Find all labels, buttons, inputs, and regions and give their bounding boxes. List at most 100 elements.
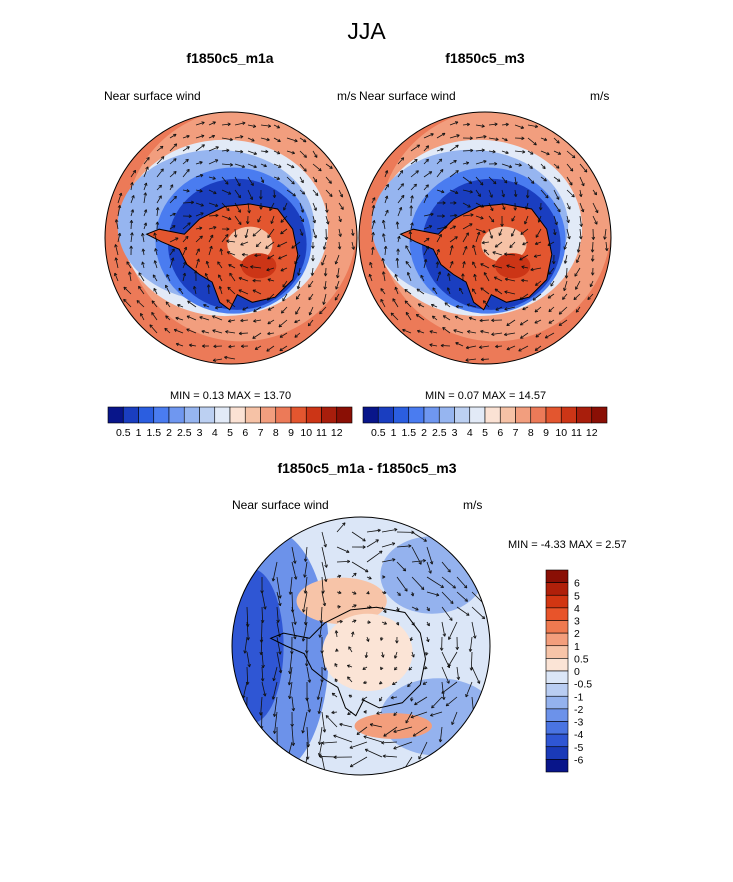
colorbar-tick-label: 10 xyxy=(555,427,567,439)
colorbar-swatch xyxy=(214,406,231,424)
colorbar-tick-label: 4 xyxy=(467,427,473,439)
diff-field-pos-2 xyxy=(354,713,432,739)
colorbar-tick-label: 11 xyxy=(316,427,327,439)
map-panel-1 xyxy=(104,111,358,365)
colorbar-swatch xyxy=(393,406,410,424)
panel-1-minmax: MIN = 0.13 MAX = 13.70 xyxy=(170,390,292,402)
colorbar-tick-label: 5 xyxy=(482,427,488,439)
panel-2-variable-label: Near surface wind xyxy=(359,89,456,103)
colorbar-tick-label: 10 xyxy=(300,427,312,439)
colorbar-tick-label: 7 xyxy=(513,427,519,439)
colorbar-tick-label: 9 xyxy=(288,427,294,439)
panel-3-variable-label: Near surface wind xyxy=(232,498,329,512)
colorbar-swatch xyxy=(576,406,593,424)
wind-vectors xyxy=(114,121,355,362)
wind-vectors xyxy=(368,121,609,362)
colorbar-1: 0.5 1 1.5 2 2.5 3 4 5 6 7 8 9 10 11 12 xyxy=(107,406,353,439)
colorbar-swatch xyxy=(545,569,569,583)
colorbar-swatch xyxy=(591,406,608,424)
colorbar-tick-label: 3 xyxy=(574,616,580,628)
colorbar-swatch xyxy=(545,406,562,424)
colorbar-tick-label: 2.5 xyxy=(432,427,447,439)
colorbar-swatch xyxy=(229,406,246,424)
colorbar-swatch xyxy=(321,406,338,424)
colorbar-swatch xyxy=(362,406,379,424)
colorbar-tick-label: 1 xyxy=(136,427,142,439)
colorbar-tick-label: 12 xyxy=(331,427,343,439)
colorbar-tick-label: 8 xyxy=(273,427,279,439)
diff-field-ne xyxy=(380,536,484,614)
colorbar-tick-label: 6 xyxy=(242,427,248,439)
panel-2-minmax: MIN = 0.07 MAX = 14.57 xyxy=(425,390,547,402)
map-border xyxy=(358,111,612,365)
colorbar-tick-label: -2 xyxy=(574,704,583,716)
colorbar-swatch xyxy=(377,406,394,424)
colorbar-swatch xyxy=(484,406,501,424)
panel-3-units-label: m/s xyxy=(463,498,483,512)
continent-core xyxy=(495,253,531,279)
colorbar-tick-label: 2 xyxy=(574,628,580,640)
colorbar-tick-label: -3 xyxy=(574,717,583,729)
colorbar-swatch xyxy=(530,406,547,424)
colorbar-tick-label: -0.5 xyxy=(574,679,592,691)
colorbar-swatch xyxy=(153,406,170,424)
colorbar-swatch xyxy=(305,406,322,424)
colorbar-tick-label: 3 xyxy=(197,427,203,439)
colorbar-tick-label: 0 xyxy=(574,666,580,678)
colorbar-swatch xyxy=(183,406,200,424)
colorbar-tick-label: -4 xyxy=(574,729,583,741)
map-panel-3 xyxy=(231,516,491,776)
colorbar-swatch xyxy=(545,683,569,697)
colorbar-swatch xyxy=(545,708,569,722)
colorbar-swatch xyxy=(545,658,569,672)
colorbar-swatch xyxy=(469,406,486,424)
colorbar-tick-label: 1.5 xyxy=(401,427,416,439)
colorbar-tick-label: 3 xyxy=(452,427,458,439)
colorbar-swatch xyxy=(545,620,569,634)
map-border xyxy=(104,111,358,365)
panel-3-minmax: MIN = -4.33 MAX = 2.57 xyxy=(508,539,627,551)
diff-field-pos-1 xyxy=(296,577,387,625)
map-fill-2 xyxy=(359,112,611,364)
colorbar-swatch xyxy=(275,406,292,424)
colorbar-swatch xyxy=(545,670,569,684)
colorbar-tick-label: -1 xyxy=(574,691,583,703)
colorbar-swatch xyxy=(545,594,569,609)
colorbar-tick-label: 12 xyxy=(586,427,598,439)
colorbar-swatch xyxy=(545,695,569,710)
colorbar-swatch xyxy=(545,721,569,735)
colorbar-swatch xyxy=(138,406,155,424)
colorbar-tick-label: 7 xyxy=(258,427,264,439)
colorbar-swatch xyxy=(499,406,516,424)
panel-3-title: f1850c5_m1a - f1850c5_m3 xyxy=(277,460,457,476)
colorbar-swatch xyxy=(336,406,353,424)
coastline xyxy=(399,203,553,311)
map-panel-2 xyxy=(358,111,612,365)
colorbar-swatch xyxy=(168,406,185,424)
colorbar-tick-label: 1 xyxy=(391,427,397,439)
coastline xyxy=(269,606,427,717)
colorbar-tick-label: 0.5 xyxy=(371,427,386,439)
map-border xyxy=(231,516,491,776)
colorbar-swatch xyxy=(545,645,569,659)
colorbar-swatch xyxy=(560,406,577,424)
colorbar-swatch xyxy=(199,406,216,424)
diff-field-center xyxy=(322,613,413,692)
colorbar-swatch xyxy=(260,406,277,424)
colorbar-swatch xyxy=(107,406,124,424)
colorbar-swatch xyxy=(290,406,307,424)
diff-field-west-strong xyxy=(232,568,284,724)
colorbar-tick-label: 11 xyxy=(571,427,582,439)
colorbar-swatch xyxy=(545,746,569,760)
map-fill-1 xyxy=(105,112,357,364)
colorbar-swatch xyxy=(408,406,425,424)
colorbar-tick-label: 1 xyxy=(574,641,580,653)
colorbar-tick-label: 6 xyxy=(497,427,503,439)
colorbar-tick-label: 0.5 xyxy=(116,427,131,439)
colorbar-2: 0.5 1 1.5 2 2.5 3 4 5 6 7 8 9 10 11 12 xyxy=(362,406,608,439)
panel-1-variable-label: Near surface wind xyxy=(104,89,201,103)
figure-title: JJA xyxy=(347,18,386,44)
colorbar-tick-label: 0.5 xyxy=(574,653,589,665)
